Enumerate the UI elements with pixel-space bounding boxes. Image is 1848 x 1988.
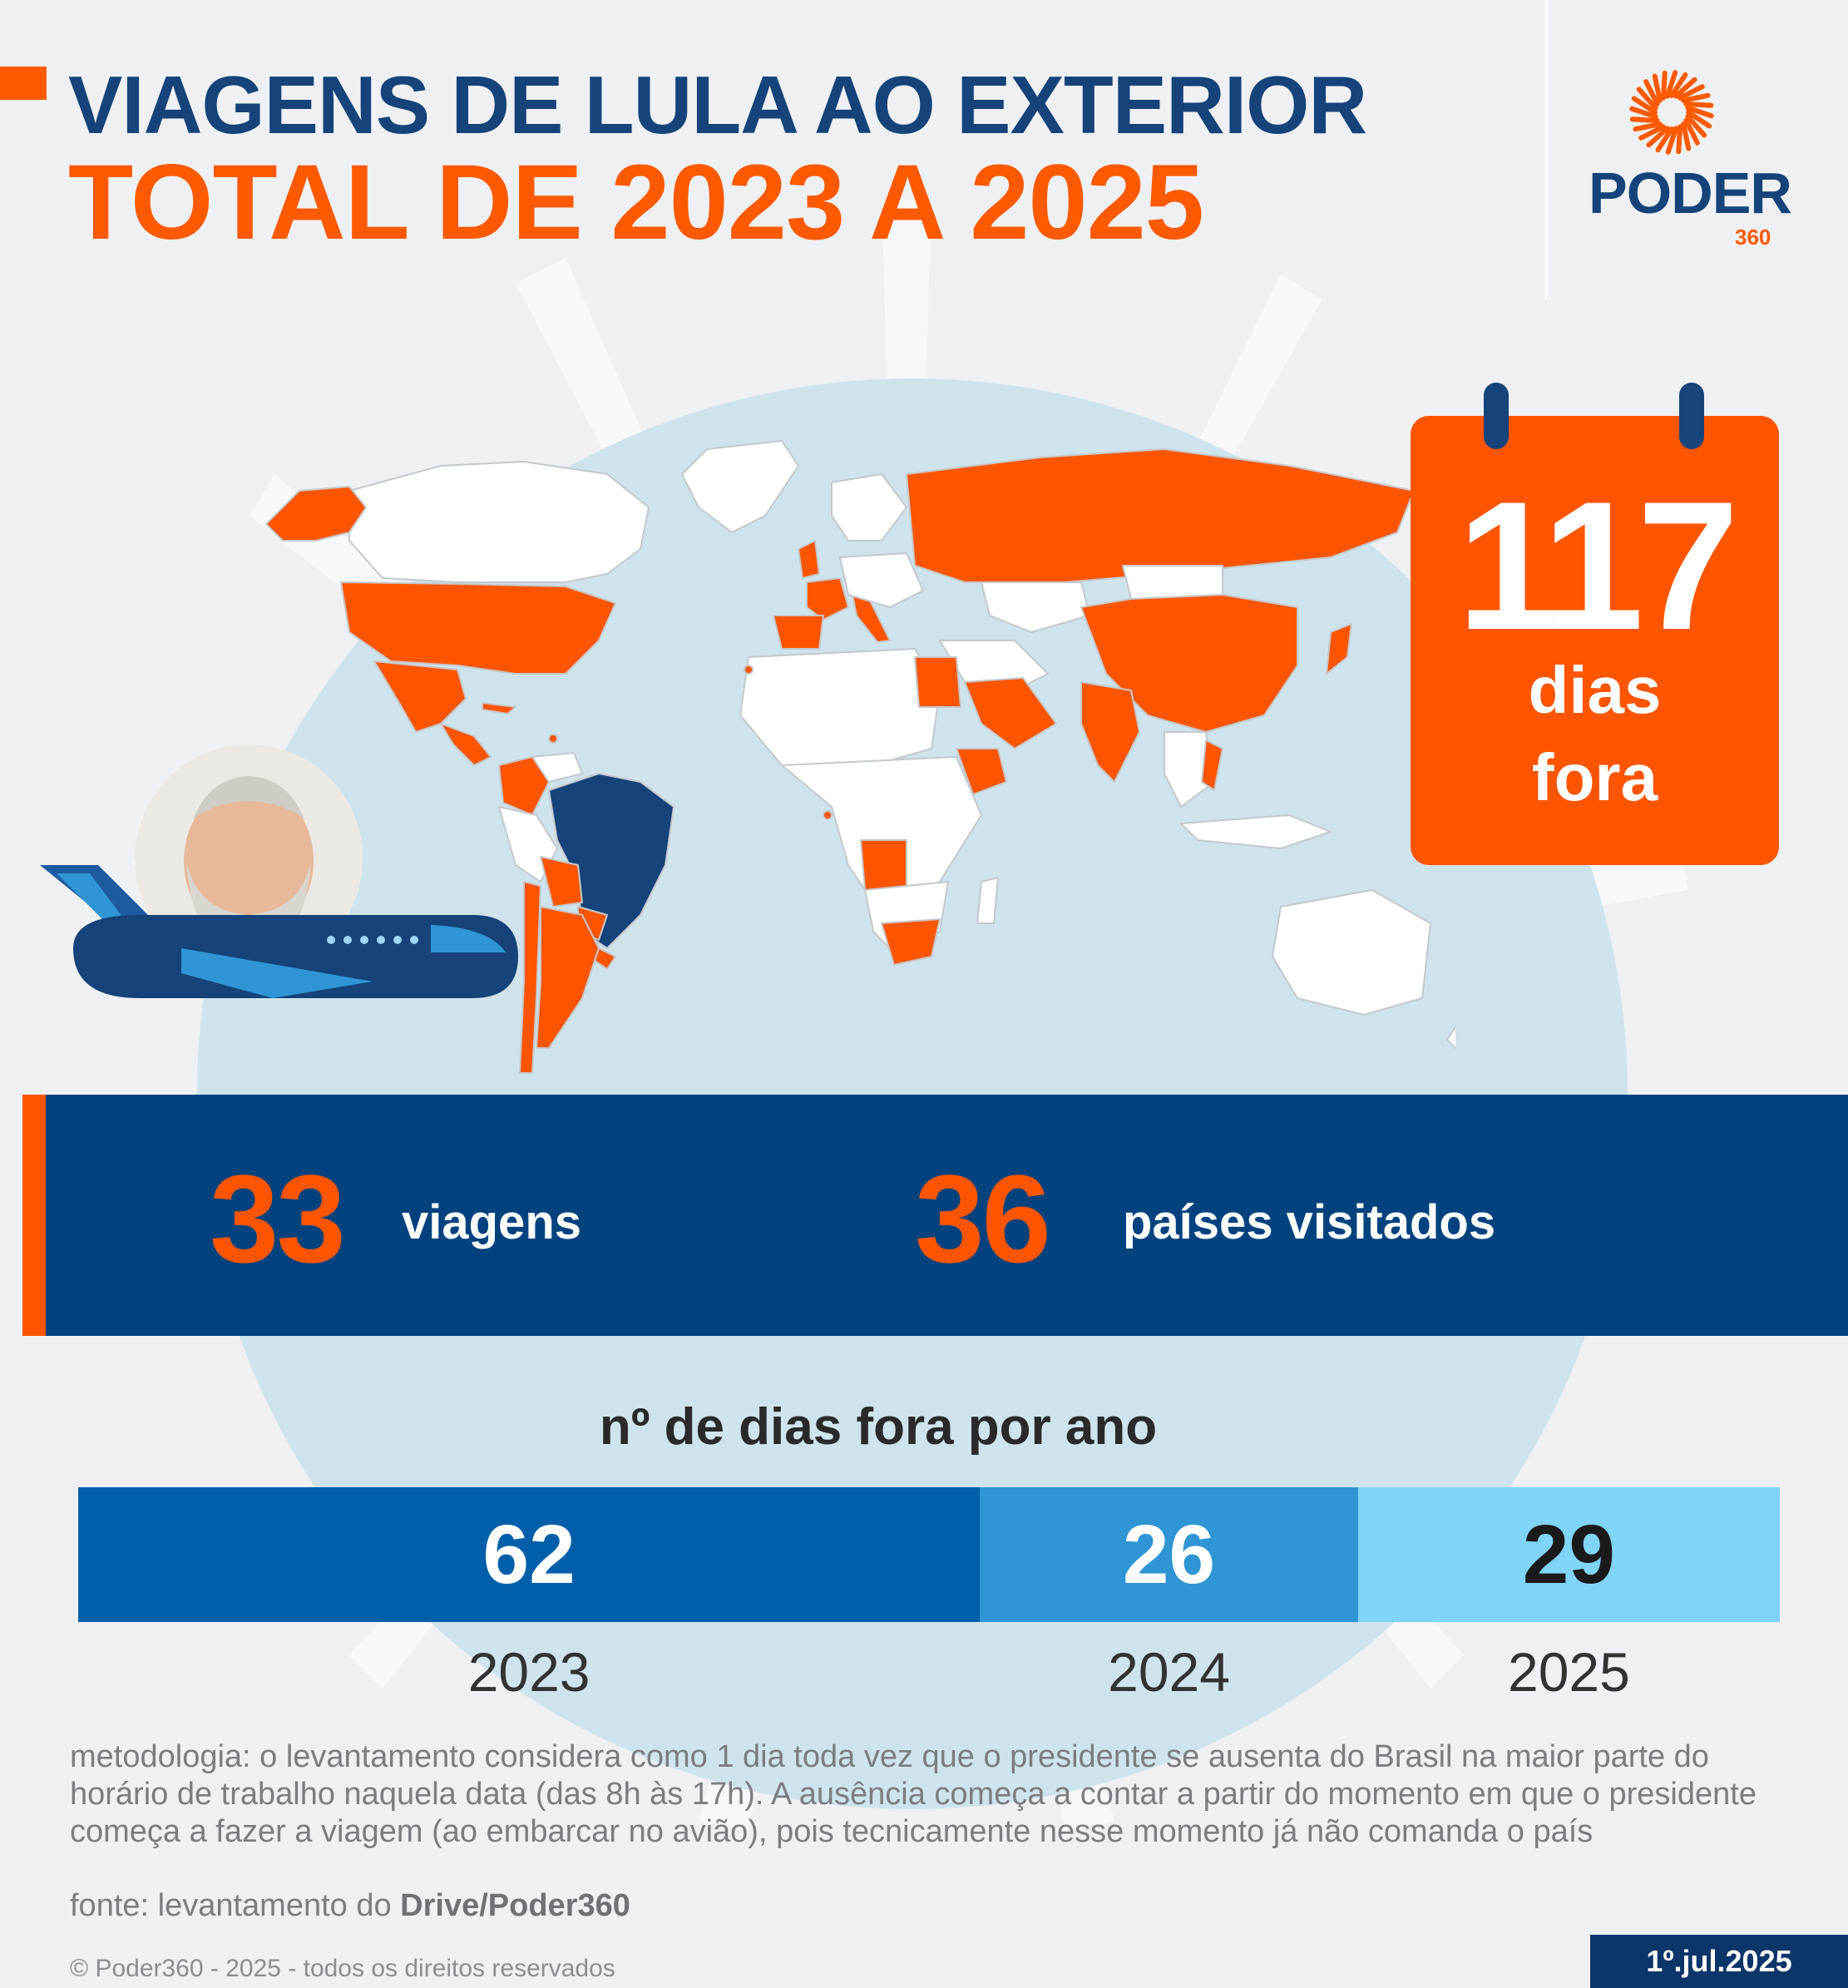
copyright: © Poder360 - 2025 - todos os direitos re… bbox=[70, 1955, 615, 1982]
bar-2023: 62 bbox=[78, 1487, 981, 1622]
source-note: fonte: levantamento do Drive/Poder360 bbox=[70, 1888, 630, 1924]
year-label-2023: 2023 bbox=[467, 1641, 590, 1703]
map-mongolia bbox=[1122, 565, 1223, 600]
year-label-2024: 2024 bbox=[1108, 1641, 1230, 1703]
page-subtitle: TOTAL DE 2023 A 2025 bbox=[68, 143, 1204, 262]
map-alaska bbox=[265, 486, 367, 542]
days-away-value: 117 bbox=[1457, 463, 1739, 668]
methodology-note: metodologia: o levantamento considera co… bbox=[70, 1739, 1757, 1849]
map-vietnam bbox=[1201, 739, 1223, 791]
trips-label: viagens bbox=[402, 1195, 581, 1249]
map-india bbox=[1080, 681, 1140, 783]
source-prefix: fonte: levantamento do bbox=[70, 1888, 401, 1923]
stats-band bbox=[22, 1095, 1848, 1336]
year-label-2025: 2025 bbox=[1508, 1641, 1630, 1703]
map-north-africa bbox=[739, 648, 941, 766]
logo-number: 360 bbox=[1735, 225, 1771, 250]
map-south-africa bbox=[881, 918, 941, 966]
logo-name: PODER bbox=[1589, 161, 1792, 225]
map-saudi-arabia bbox=[964, 677, 1057, 749]
world-map bbox=[265, 440, 1455, 1074]
date-badge: 1º.jul.2025 bbox=[1590, 1935, 1848, 1988]
map-caribbean-dot bbox=[548, 734, 558, 744]
map-mexico bbox=[373, 660, 467, 733]
bar-2024: 26 bbox=[980, 1487, 1358, 1622]
calendar-ring-left-icon bbox=[1484, 383, 1509, 449]
map-madagascar bbox=[976, 877, 999, 924]
map-colombia bbox=[498, 756, 550, 816]
title-accent-bar bbox=[0, 67, 47, 100]
map-japan bbox=[1326, 623, 1352, 675]
map-argentina bbox=[536, 906, 600, 1049]
map-russia bbox=[906, 448, 1415, 583]
map-iberia bbox=[773, 615, 824, 650]
bar-value-label: 62 bbox=[482, 1507, 576, 1601]
map-chile bbox=[519, 881, 541, 1074]
map-sao-tome bbox=[823, 810, 833, 820]
source-name: Drive/Poder360 bbox=[400, 1888, 630, 1923]
days-away-label-line2: fora bbox=[1531, 740, 1658, 814]
map-greenland bbox=[681, 440, 799, 533]
map-scandinavia bbox=[831, 473, 907, 542]
page-title: VIAGENS DE LULA AO EXTERIOR bbox=[68, 59, 1367, 151]
days-per-year-chart: 62 26 29 bbox=[78, 1487, 1780, 1622]
map-australia bbox=[1272, 889, 1431, 1016]
sun-rays-icon bbox=[1629, 70, 1714, 155]
days-away-label-line1: dias bbox=[1528, 653, 1662, 727]
map-cape-verde bbox=[744, 665, 754, 675]
map-egypt bbox=[914, 656, 961, 708]
map-cuba bbox=[482, 702, 516, 715]
map-uk bbox=[798, 540, 820, 579]
calendar-days-away: 117 dias fora bbox=[1411, 383, 1779, 865]
map-southeast-asia bbox=[1164, 731, 1215, 808]
map-central-europe bbox=[839, 552, 924, 608]
chart-title: nº de dias fora por ano bbox=[599, 1398, 1158, 1456]
countries-count: 36 bbox=[915, 1149, 1051, 1288]
map-canada bbox=[348, 461, 650, 583]
map-bolivia bbox=[540, 856, 583, 907]
map-uruguay bbox=[594, 947, 616, 970]
logo-divider bbox=[1545, 0, 1548, 299]
map-kazakhstan bbox=[981, 581, 1090, 633]
map-central-america bbox=[440, 723, 492, 766]
airplane-icon bbox=[40, 865, 518, 998]
countries-label: países visitados bbox=[1123, 1195, 1496, 1249]
map-usa bbox=[340, 581, 616, 675]
map-indonesia bbox=[1180, 814, 1332, 849]
bar-2025: 29 bbox=[1357, 1487, 1780, 1622]
trips-count: 33 bbox=[210, 1149, 346, 1288]
map-new-zealand bbox=[1446, 1026, 1455, 1049]
calendar-ring-right-icon bbox=[1679, 383, 1704, 449]
stats-accent-bar bbox=[22, 1095, 46, 1336]
map-venezuela bbox=[531, 752, 583, 783]
map-angola bbox=[860, 839, 907, 891]
bar-value-label: 29 bbox=[1522, 1507, 1616, 1601]
map-ethiopia bbox=[956, 748, 1007, 795]
bar-value-label: 26 bbox=[1122, 1507, 1216, 1601]
map-france bbox=[806, 577, 849, 621]
poder360-logo: PODER 360 bbox=[1580, 67, 1796, 258]
